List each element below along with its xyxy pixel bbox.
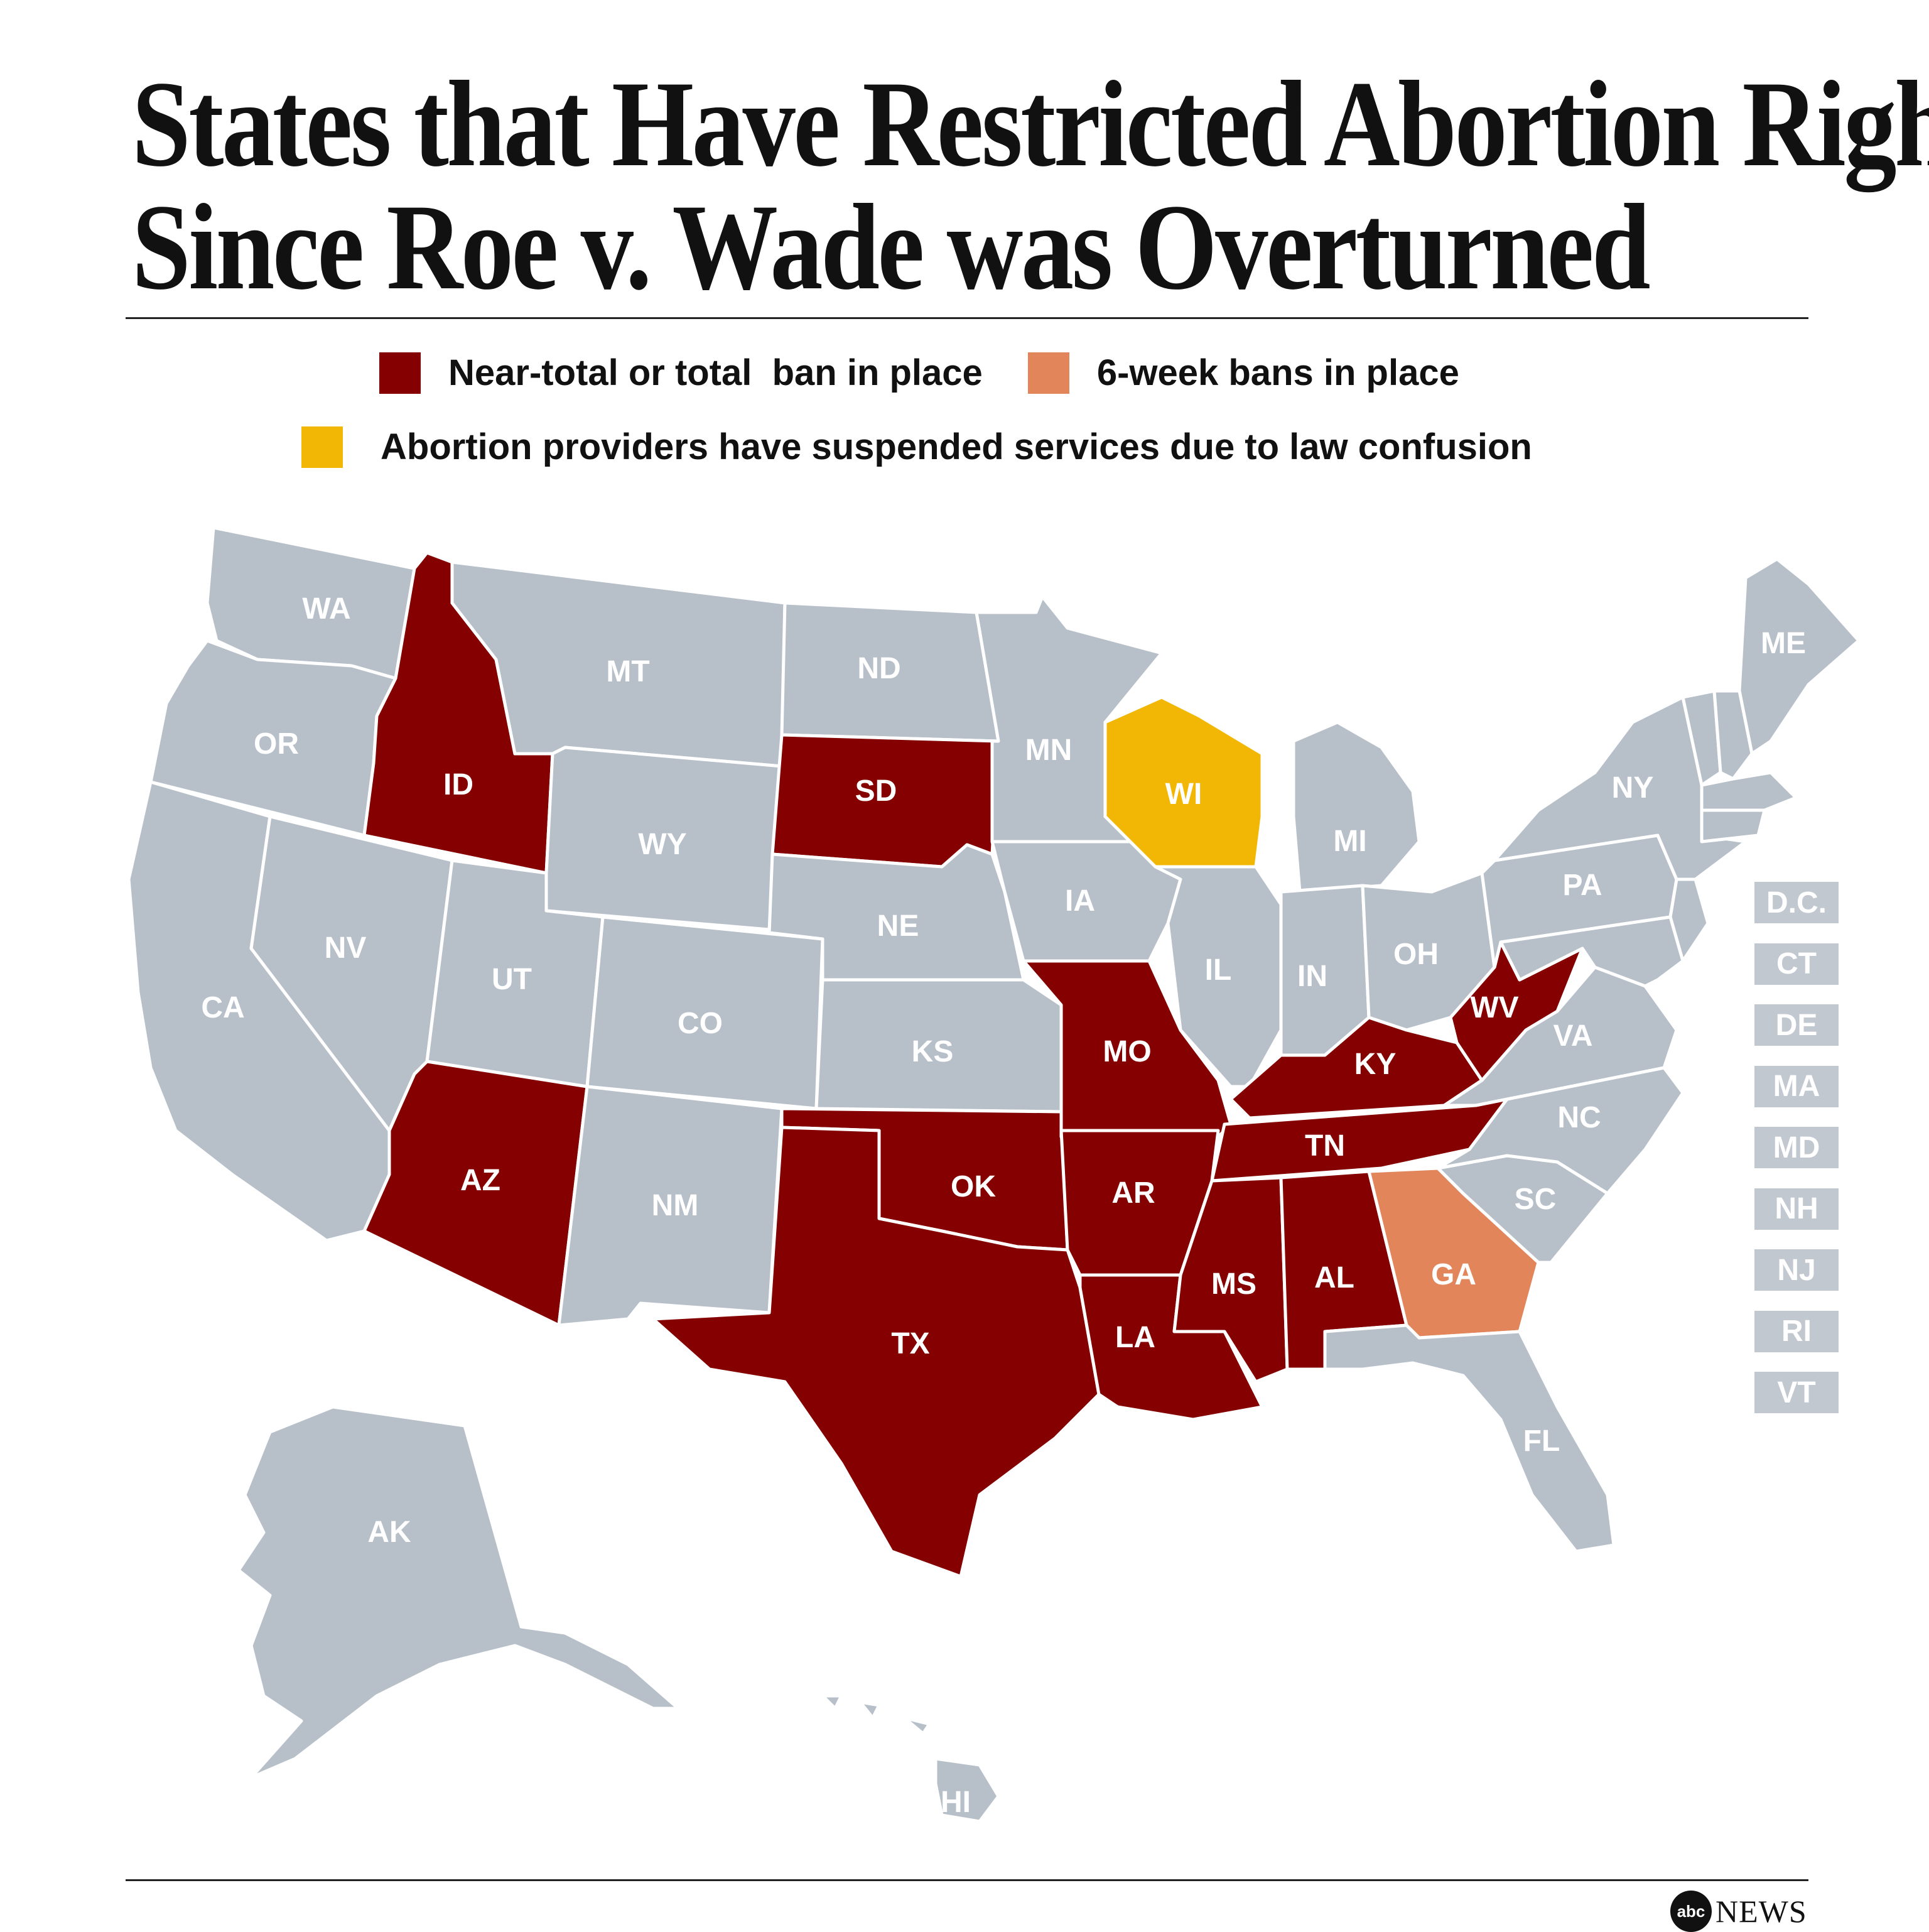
state-label-tn: TN (1305, 1129, 1345, 1163)
state-az[interactable] (362, 1060, 589, 1327)
title-line-1: States that Have Restricted Abortion Rig… (132, 56, 1929, 192)
state-nj[interactable] (1668, 877, 1710, 963)
state-label-ut: UT (492, 963, 532, 996)
state-hi[interactable] (821, 1694, 1000, 1823)
state-label-ny: NY (1612, 771, 1654, 805)
state-label-id: ID (443, 768, 473, 801)
state-label-wv: WV (1470, 991, 1518, 1024)
state-label-wi: WI (1165, 778, 1202, 811)
state-label-oh: OH (1393, 938, 1439, 971)
state-label-mt: MT (606, 655, 649, 688)
state-ct-ri[interactable] (1700, 808, 1766, 844)
state-label-ia: IA (1065, 884, 1095, 918)
state-label-ok: OK (951, 1170, 996, 1203)
state-label-az: AZ (460, 1164, 500, 1197)
legend-item-six-week: 6-week bans in place (1027, 352, 1459, 394)
state-label-al: AL (1314, 1261, 1354, 1294)
state-label-ga: GA (1431, 1258, 1476, 1291)
state-mi[interactable] (1292, 720, 1421, 894)
state-label-il: IL (1205, 953, 1232, 987)
state-tx[interactable] (651, 1126, 1101, 1578)
state-ma[interactable] (1700, 771, 1798, 812)
state-label-ms: MS (1211, 1267, 1256, 1301)
state-label-ar: AR (1111, 1176, 1155, 1210)
state-label-nd: ND (857, 652, 900, 685)
legend-row-2: Abortion providers have suspended servic… (301, 426, 1577, 468)
state-label-ks: KS (912, 1035, 954, 1068)
state-ky[interactable] (1229, 1016, 1484, 1120)
state-label-nc: NC (1557, 1101, 1601, 1134)
abc-news-logo: abc NEWS (1670, 1891, 1807, 1932)
state-label-nv: NV (325, 931, 367, 965)
state-fl[interactable] (1323, 1323, 1616, 1553)
state-label-nm: NM (652, 1189, 699, 1222)
state-label-mi: MI (1333, 825, 1366, 858)
state-md-de[interactable] (1499, 915, 1685, 988)
small-state-box-vt: VT (1754, 1372, 1839, 1413)
legend-label-total-ban: Near-total or total ban in place (448, 352, 983, 393)
legend-swatch-suspended (301, 426, 343, 468)
small-state-box-nh: NH (1754, 1188, 1839, 1230)
state-nh[interactable] (1712, 689, 1754, 781)
news-wordmark: NEWS (1716, 1894, 1807, 1929)
legend-label-six-week: 6-week bans in place (1096, 352, 1459, 393)
us-map: WA OR CA NV ID MT WY UT AZ CO NM ND SD NE KS OK TX MN IA MO… (127, 526, 1861, 1823)
legend-swatch-total-ban (379, 352, 421, 394)
small-state-box-ct: CT (1754, 943, 1839, 985)
small-state-box-ri: RI (1754, 1310, 1839, 1352)
state-label-mn: MN (1025, 734, 1073, 767)
top-divider (126, 317, 1808, 319)
legend-item-total-ban: Near-total or total ban in place (379, 352, 983, 394)
state-label-tx: TX (891, 1327, 929, 1360)
state-me[interactable] (1737, 557, 1861, 756)
state-label-ky: KY (1354, 1048, 1397, 1081)
state-il[interactable] (1154, 865, 1283, 1088)
state-label-fl: FL (1523, 1425, 1560, 1458)
map-title: States that Have Restricted Abortion Rig… (132, 56, 1929, 315)
state-label-sc: SC (1515, 1183, 1557, 1216)
state-ak[interactable] (237, 1405, 680, 1779)
state-label-wy: WY (638, 828, 686, 861)
legend-item-suspended: Abortion providers have suspended servic… (301, 426, 1532, 468)
small-state-box-md: MD (1754, 1127, 1839, 1168)
state-label-ca: CA (201, 991, 244, 1024)
legend-row-1: Near-total or total ban in place 6-week … (379, 352, 1505, 394)
bottom-divider (126, 1879, 1808, 1881)
state-label-ne: NE (877, 909, 919, 943)
state-label-va: VA (1553, 1019, 1592, 1053)
state-label-sd: SD (855, 774, 897, 808)
state-label-me: ME (1761, 627, 1806, 660)
legend-swatch-six-week (1027, 352, 1069, 394)
state-label-ak: AK (367, 1516, 411, 1549)
abc-logo-mark: abc (1670, 1891, 1712, 1932)
state-label-hi: HI (941, 1786, 971, 1819)
state-label-co: CO (678, 1007, 723, 1040)
state-ne[interactable] (767, 843, 1025, 982)
legend-label-suspended: Abortion providers have suspended servic… (381, 426, 1532, 467)
small-state-box-dc: D.C. (1754, 882, 1839, 923)
state-label-or: OR (254, 727, 299, 761)
state-label-la: LA (1115, 1321, 1155, 1354)
small-state-box-de: DE (1754, 1004, 1839, 1046)
state-label-in: IN (1297, 960, 1327, 993)
state-wi[interactable] (1103, 695, 1264, 869)
title-line-2: Since Roe v. Wade was Overturned (132, 179, 1651, 315)
state-label-mo: MO (1103, 1035, 1151, 1068)
small-state-box-ma: MA (1754, 1065, 1839, 1107)
small-state-box-nj: NJ (1754, 1249, 1839, 1291)
state-label-pa: PA (1562, 869, 1602, 902)
state-label-wa: WA (302, 592, 350, 626)
